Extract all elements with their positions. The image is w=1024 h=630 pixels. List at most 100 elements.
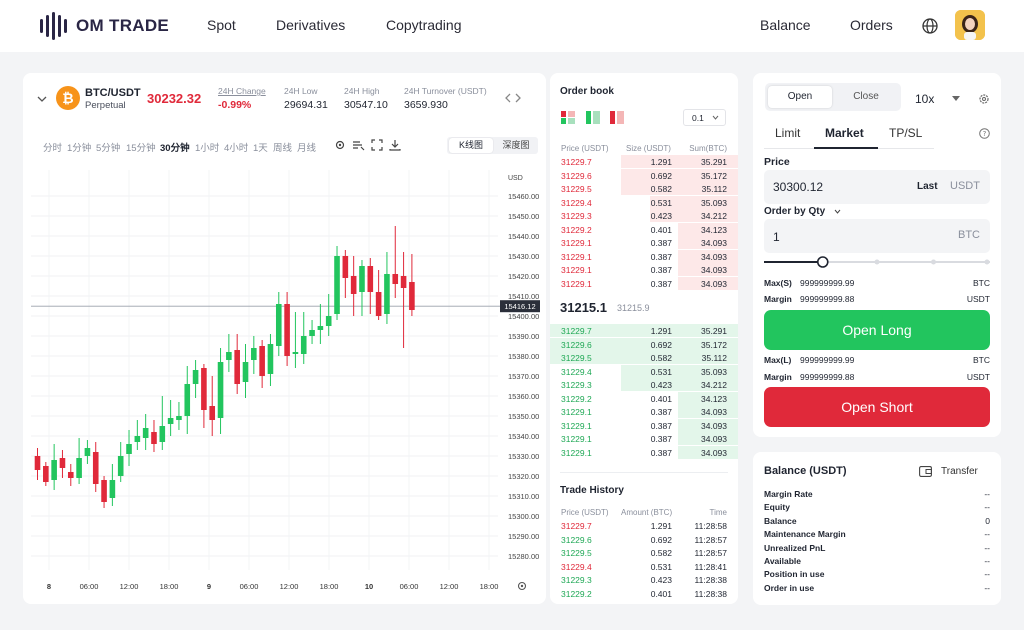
- bid-row[interactable]: 31229.2 0.401 34.123: [550, 391, 738, 406]
- bid-row[interactable]: 31229.1 0.387 34.093: [550, 405, 738, 419]
- candlestick-chart[interactable]: 15460.00 15450.00 15440.00 15430.00 15420.00…: [23, 170, 546, 600]
- candle[interactable]: [226, 334, 232, 372]
- y-axis-unit[interactable]: USD: [508, 175, 523, 182]
- candle[interactable]: [167, 400, 174, 436]
- indicator-icon[interactable]: [352, 139, 365, 151]
- help-icon[interactable]: ?: [979, 128, 990, 139]
- orderbook-asks-icon[interactable]: [610, 111, 624, 124]
- qty-mode-select[interactable]: Order by Qty: [764, 206, 826, 217]
- ask-row[interactable]: 31229.3 0.423 34.212: [550, 209, 738, 223]
- candle[interactable]: [342, 250, 349, 298]
- slider-step-dot[interactable]: [874, 259, 880, 265]
- open-long-button[interactable]: Open Long: [764, 310, 990, 350]
- candle[interactable]: [275, 292, 282, 356]
- candle[interactable]: [34, 448, 41, 480]
- candle[interactable]: [51, 444, 57, 490]
- orderbook-both-icon[interactable]: [561, 111, 575, 124]
- candle[interactable]: [367, 258, 374, 314]
- bid-row[interactable]: 31229.3 0.423 34.212: [550, 378, 738, 392]
- candle[interactable]: [76, 438, 82, 484]
- candle[interactable]: [259, 340, 265, 388]
- candle[interactable]: [59, 450, 66, 478]
- tab-tpsl[interactable]: TP/SL: [889, 126, 923, 140]
- bid-row[interactable]: 31229.5 0.582 35.112: [550, 351, 738, 365]
- ticker-symbol[interactable]: BTC/USDT: [85, 87, 141, 99]
- fullscreen-icon[interactable]: [371, 139, 383, 151]
- candle[interactable]: [201, 364, 207, 428]
- timeframe-option[interactable]: 月线: [297, 143, 317, 154]
- candle[interactable]: [159, 396, 166, 450]
- candle[interactable]: [309, 320, 315, 344]
- price-last-button[interactable]: Last: [917, 181, 938, 192]
- chevron-left-icon[interactable]: [504, 93, 512, 103]
- candle[interactable]: [192, 360, 199, 398]
- leverage-select[interactable]: 10x: [908, 85, 970, 109]
- ask-row[interactable]: 31229.1 0.387 34.093: [550, 236, 738, 250]
- qty-slider[interactable]: [764, 255, 990, 269]
- candle[interactable]: [101, 476, 107, 508]
- bid-row[interactable]: 31229.1 0.387 34.093: [550, 432, 738, 446]
- close-tab[interactable]: Close: [853, 91, 879, 102]
- ask-row[interactable]: 31229.5 0.582 35.112: [550, 182, 738, 196]
- timeframe-option[interactable]: 周线: [273, 143, 293, 154]
- ask-row[interactable]: 31229.7 1.291 35.291: [550, 155, 738, 169]
- brand-logo[interactable]: OM TRADE: [40, 12, 169, 40]
- nav-derivatives[interactable]: Derivatives: [276, 17, 346, 33]
- ask-row[interactable]: 31229.1 0.387 34.093: [550, 276, 738, 291]
- nav-copytrading[interactable]: Copytrading: [386, 17, 462, 33]
- candle[interactable]: [317, 304, 324, 344]
- ask-row[interactable]: 31229.6 0.692 35.172: [550, 168, 738, 183]
- candle[interactable]: [384, 252, 390, 324]
- precision-select[interactable]: 0.1: [683, 109, 726, 126]
- candle[interactable]: [209, 376, 216, 436]
- candle[interactable]: [234, 334, 240, 394]
- bid-row[interactable]: 31229.6 0.692 35.172: [550, 337, 738, 352]
- chart-settings-icon[interactable]: [517, 581, 527, 591]
- candle[interactable]: [284, 292, 290, 366]
- tab-market[interactable]: Market: [825, 126, 864, 140]
- nav-balance[interactable]: Balance: [760, 17, 811, 33]
- candle[interactable]: [84, 440, 91, 464]
- slider-step-dot[interactable]: [984, 259, 990, 265]
- tab-limit[interactable]: Limit: [775, 126, 801, 140]
- nav-orders[interactable]: Orders: [850, 17, 893, 33]
- ask-row[interactable]: 31229.1 0.387 34.093: [550, 263, 738, 277]
- timeframe-option[interactable]: 1天: [253, 143, 268, 154]
- ask-row[interactable]: 31229.4 0.531 35.093: [550, 195, 738, 210]
- candle[interactable]: [267, 334, 274, 386]
- candle[interactable]: [109, 464, 116, 506]
- candle[interactable]: [251, 336, 257, 374]
- gear-icon[interactable]: [978, 93, 990, 105]
- candle[interactable]: [92, 442, 99, 492]
- candle[interactable]: [134, 420, 141, 450]
- timeframe-option[interactable]: 1小时: [195, 143, 220, 154]
- candle[interactable]: [292, 312, 299, 368]
- candle[interactable]: [142, 414, 149, 450]
- candle[interactable]: [217, 348, 224, 434]
- bid-row[interactable]: 31229.4 0.531 35.093: [550, 364, 738, 379]
- orderbook-bids-icon[interactable]: [586, 111, 600, 124]
- candle[interactable]: [350, 256, 357, 316]
- download-icon[interactable]: [389, 139, 401, 151]
- bid-row[interactable]: 31229.1 0.387 34.093: [550, 418, 738, 433]
- wallet-icon[interactable]: [919, 466, 932, 477]
- kline-tab[interactable]: K线图: [449, 138, 493, 153]
- depth-tab[interactable]: 深度图: [502, 140, 530, 150]
- candle[interactable]: [176, 402, 182, 430]
- candle[interactable]: [400, 252, 407, 348]
- slider-thumb[interactable]: [816, 256, 829, 268]
- open-short-button[interactable]: Open Short: [764, 387, 990, 427]
- candle[interactable]: [325, 294, 332, 336]
- timeframe-option[interactable]: 分时: [43, 143, 63, 154]
- ask-row[interactable]: 31229.2 0.401 34.123: [550, 222, 738, 237]
- candle[interactable]: [151, 420, 157, 452]
- timeframe-option[interactable]: 1分钟: [67, 143, 92, 154]
- chevron-right-icon[interactable]: [514, 93, 522, 103]
- candle[interactable]: [43, 462, 49, 486]
- settings-icon[interactable]: [334, 139, 346, 151]
- transfer-button[interactable]: Transfer: [941, 466, 978, 477]
- chevron-down-icon[interactable]: [834, 209, 841, 214]
- candle[interactable]: [392, 226, 399, 298]
- candle[interactable]: [67, 464, 74, 486]
- slider-step-dot[interactable]: [931, 259, 936, 265]
